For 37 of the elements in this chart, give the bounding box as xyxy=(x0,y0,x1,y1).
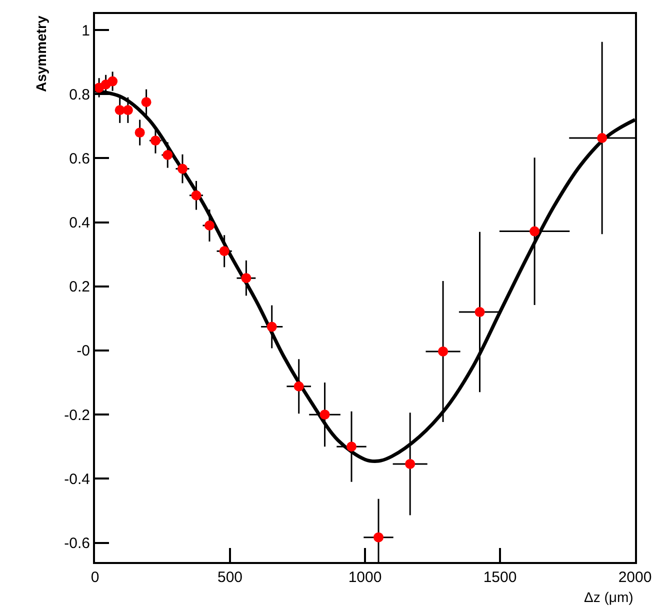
point xyxy=(108,76,118,86)
point xyxy=(438,346,448,356)
point xyxy=(530,226,540,236)
y-tick-label: 0.2 xyxy=(69,278,90,296)
point xyxy=(294,381,304,392)
point xyxy=(320,410,330,420)
x-tick-label: 1000 xyxy=(348,569,382,586)
point xyxy=(177,164,188,174)
point xyxy=(597,133,608,144)
x-axis-title: Δz (μm) xyxy=(584,589,634,605)
y-tick-label: 0.6 xyxy=(69,150,90,168)
point xyxy=(346,442,356,452)
x-tick-label: 1500 xyxy=(483,569,517,586)
y-tick-label: -0.2 xyxy=(64,406,90,424)
y-axis-title: Asymmetry xyxy=(33,16,49,92)
y-tick-label: -0 xyxy=(76,342,90,360)
y-tick-label: 0.4 xyxy=(69,214,90,232)
point xyxy=(204,220,214,231)
point xyxy=(162,150,173,160)
point xyxy=(134,128,145,138)
point xyxy=(266,322,277,332)
point xyxy=(241,273,252,284)
point xyxy=(219,246,230,256)
y-tick-label: -0.6 xyxy=(64,535,90,552)
point xyxy=(191,190,202,200)
point xyxy=(150,136,160,146)
x-tick-label: 500 xyxy=(217,569,243,586)
y-tick-label: 1 xyxy=(82,22,90,40)
y-tick-label: -0.4 xyxy=(64,470,90,488)
x-tick-label: 0 xyxy=(90,569,100,586)
point xyxy=(141,97,152,108)
point xyxy=(474,307,485,318)
x-tick-label: 2000 xyxy=(618,569,652,586)
point xyxy=(122,105,133,116)
y-tick-label: 0.8 xyxy=(69,86,90,104)
point xyxy=(374,532,384,542)
point xyxy=(405,458,416,469)
